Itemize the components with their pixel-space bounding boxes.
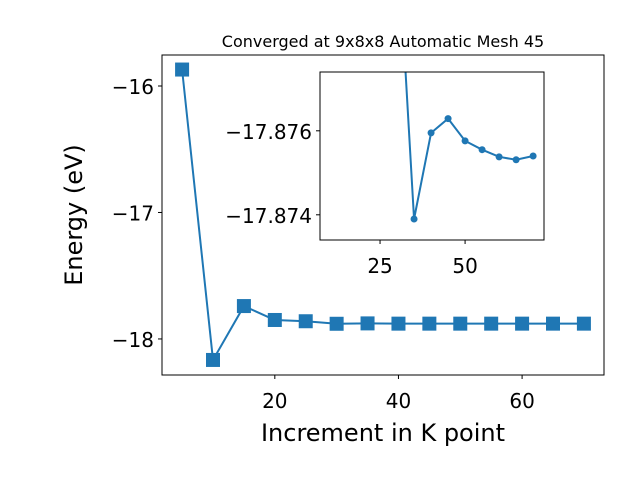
axes-frame — [161, 54, 605, 376]
axes-background — [320, 72, 544, 240]
x-tick-label: 60 — [509, 389, 534, 413]
marker — [515, 316, 530, 331]
marker — [360, 316, 375, 331]
marker — [576, 316, 591, 331]
x-tick-label: 40 — [386, 389, 411, 413]
y-tick-label: −17.874 — [225, 204, 312, 228]
marker — [484, 316, 499, 331]
marker — [444, 115, 452, 123]
marker — [391, 316, 406, 331]
axes-frame — [319, 71, 545, 241]
marker — [267, 312, 282, 327]
y-axis-label: Energy (eV) — [60, 144, 88, 286]
x-tick-label: 25 — [367, 254, 392, 278]
marker — [529, 152, 537, 160]
marker — [461, 137, 469, 145]
marker — [206, 352, 220, 367]
x-tick-label: 20 — [262, 389, 287, 413]
x-tick-label: 50 — [452, 254, 477, 278]
marker — [495, 153, 503, 161]
marker — [298, 314, 313, 329]
y-tick-label: −17 — [112, 201, 154, 225]
marker — [453, 316, 468, 331]
marker — [410, 215, 418, 223]
axes: Converged at 9x8x8 Automatic Mesh 45 Incr… — [60, 32, 605, 447]
marker — [236, 299, 251, 314]
chart-title: Converged at 9x8x8 Automatic Mesh 45 — [222, 32, 544, 51]
marker — [478, 146, 486, 154]
y-tick-label: −17.876 — [225, 120, 312, 144]
y-tick-label: −18 — [112, 328, 154, 352]
axes: 25 50 −17.874 −17.876 — [225, 71, 545, 278]
x-axis-label: Increment in K point — [261, 419, 505, 447]
marker — [175, 62, 190, 77]
plot-area — [404, 72, 537, 223]
y-tick-label: −16 — [112, 75, 154, 99]
marker — [512, 156, 520, 164]
marker — [427, 129, 435, 137]
marker — [329, 316, 344, 331]
marker — [422, 316, 437, 331]
plot-area — [175, 62, 591, 367]
marker — [546, 316, 560, 331]
